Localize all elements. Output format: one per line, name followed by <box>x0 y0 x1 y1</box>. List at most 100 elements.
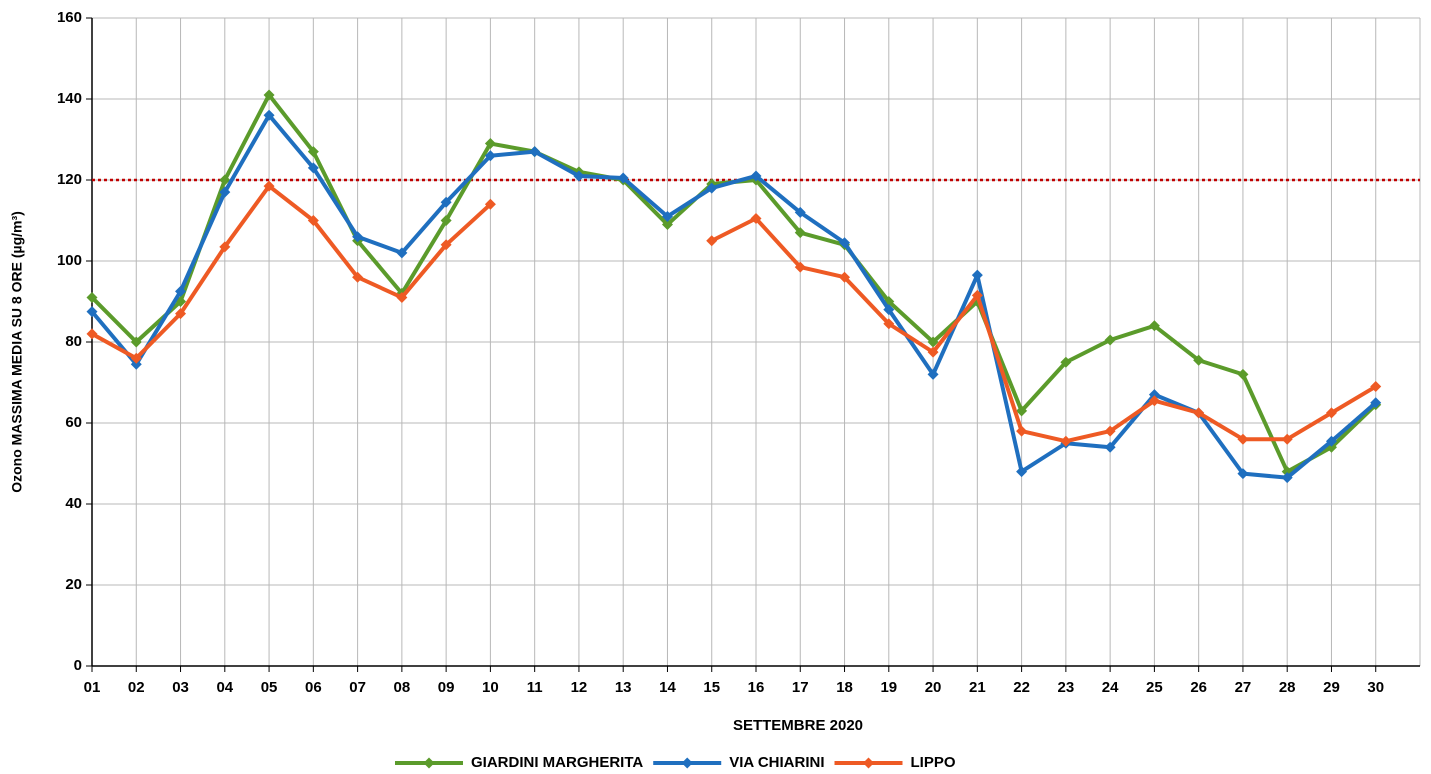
series-line <box>710 216 1377 444</box>
data-point <box>219 241 231 253</box>
legend-label: VIA CHIARINI <box>729 754 824 771</box>
data-point <box>1325 407 1337 419</box>
data-point <box>1237 433 1249 445</box>
data-point <box>1193 354 1205 366</box>
data-point <box>661 219 673 231</box>
data-point <box>1016 425 1028 437</box>
data-point <box>86 306 98 318</box>
data-point <box>130 358 142 370</box>
data-point <box>1148 320 1160 332</box>
x-axis-label: SETTEMBRE 2020 <box>733 717 863 734</box>
data-point <box>484 198 496 210</box>
data-point <box>440 215 452 226</box>
x-tick-label: 06 <box>305 679 322 696</box>
data-point <box>263 109 275 121</box>
y-tick-label: 120 <box>57 171 82 188</box>
x-tick-label: 18 <box>836 679 853 696</box>
data-point <box>484 138 496 150</box>
x-tick-label: 14 <box>659 679 676 696</box>
x-tick-label: 17 <box>792 679 809 696</box>
data-point <box>86 328 98 340</box>
y-tick-label: 80 <box>65 333 82 350</box>
series-line <box>90 113 1378 480</box>
x-tick-label: 28 <box>1279 679 1296 696</box>
data-point <box>794 227 806 239</box>
data-point <box>1060 356 1072 368</box>
legend-marker <box>863 757 874 769</box>
data-point <box>307 215 319 226</box>
legend-marker <box>423 757 435 769</box>
data-point <box>307 162 319 174</box>
data-point <box>750 212 762 224</box>
x-tick-label: 07 <box>349 679 366 696</box>
x-tick-label: 10 <box>482 679 499 696</box>
data-point <box>839 237 851 249</box>
data-point <box>219 174 231 186</box>
data-point <box>175 285 187 297</box>
data-point <box>706 182 718 194</box>
x-tick-label: 13 <box>615 679 632 696</box>
x-tick-label: 19 <box>880 679 897 696</box>
data-point <box>1148 389 1160 401</box>
y-tick-label: 160 <box>57 9 82 26</box>
data-point <box>1370 397 1382 409</box>
x-tick-label: 01 <box>84 679 101 696</box>
x-tick-label: 22 <box>1013 679 1030 696</box>
y-axis-label: Ozono MASSIMA MEDIA SU 8 ORE (µg/m³) <box>9 211 25 493</box>
y-tick-label: 40 <box>65 495 82 512</box>
data-point <box>706 235 718 247</box>
legend-label: GIARDINI MARGHERITA <box>471 754 643 771</box>
data-point <box>794 206 806 218</box>
data-point <box>1016 405 1028 417</box>
x-tick-label: 15 <box>703 679 720 696</box>
data-point <box>396 247 408 259</box>
y-tick-label: 60 <box>65 414 82 431</box>
series-line <box>90 92 1378 474</box>
data-point <box>1060 435 1072 447</box>
x-tick-label: 03 <box>172 679 189 696</box>
data-point <box>263 89 275 101</box>
data-point <box>529 146 541 158</box>
data-point <box>971 269 983 281</box>
x-tick-label: 04 <box>216 679 233 696</box>
data-point <box>352 271 364 283</box>
x-tick-label: 24 <box>1102 679 1119 696</box>
data-point <box>661 210 673 222</box>
data-point <box>219 186 231 198</box>
y-tick-label: 0 <box>74 657 82 674</box>
x-tick-label: 11 <box>527 679 543 696</box>
data-point <box>883 304 895 316</box>
data-point <box>130 336 142 348</box>
data-point <box>484 150 496 162</box>
legend-label: LIPPO <box>911 754 956 771</box>
legend-marker <box>681 757 693 769</box>
x-tick-label: 30 <box>1367 679 1384 696</box>
data-point <box>175 308 187 320</box>
x-tick-label: 25 <box>1146 679 1163 696</box>
data-point <box>573 170 585 182</box>
data-point <box>1104 425 1116 437</box>
x-tick-label: 12 <box>571 679 588 696</box>
x-tick-label: 08 <box>394 679 411 696</box>
x-tick-label: 05 <box>261 679 278 696</box>
data-point <box>1325 435 1337 447</box>
data-point <box>1370 381 1382 393</box>
x-tick-label: 23 <box>1058 679 1075 696</box>
x-tick-label: 09 <box>438 679 455 696</box>
data-point <box>839 271 851 283</box>
x-tick-label: 02 <box>128 679 145 696</box>
x-tick-label: 20 <box>925 679 942 696</box>
data-point <box>1281 433 1293 445</box>
x-tick-label: 29 <box>1323 679 1340 696</box>
series-line <box>91 184 492 361</box>
data-point <box>617 172 629 184</box>
data-point <box>86 291 98 303</box>
x-tick-label: 16 <box>748 679 765 696</box>
data-point <box>130 352 142 364</box>
data-point <box>883 318 895 330</box>
data-point <box>1281 472 1293 484</box>
data-point <box>352 231 364 243</box>
data-point <box>396 291 408 303</box>
x-tick-label: 26 <box>1190 679 1207 696</box>
